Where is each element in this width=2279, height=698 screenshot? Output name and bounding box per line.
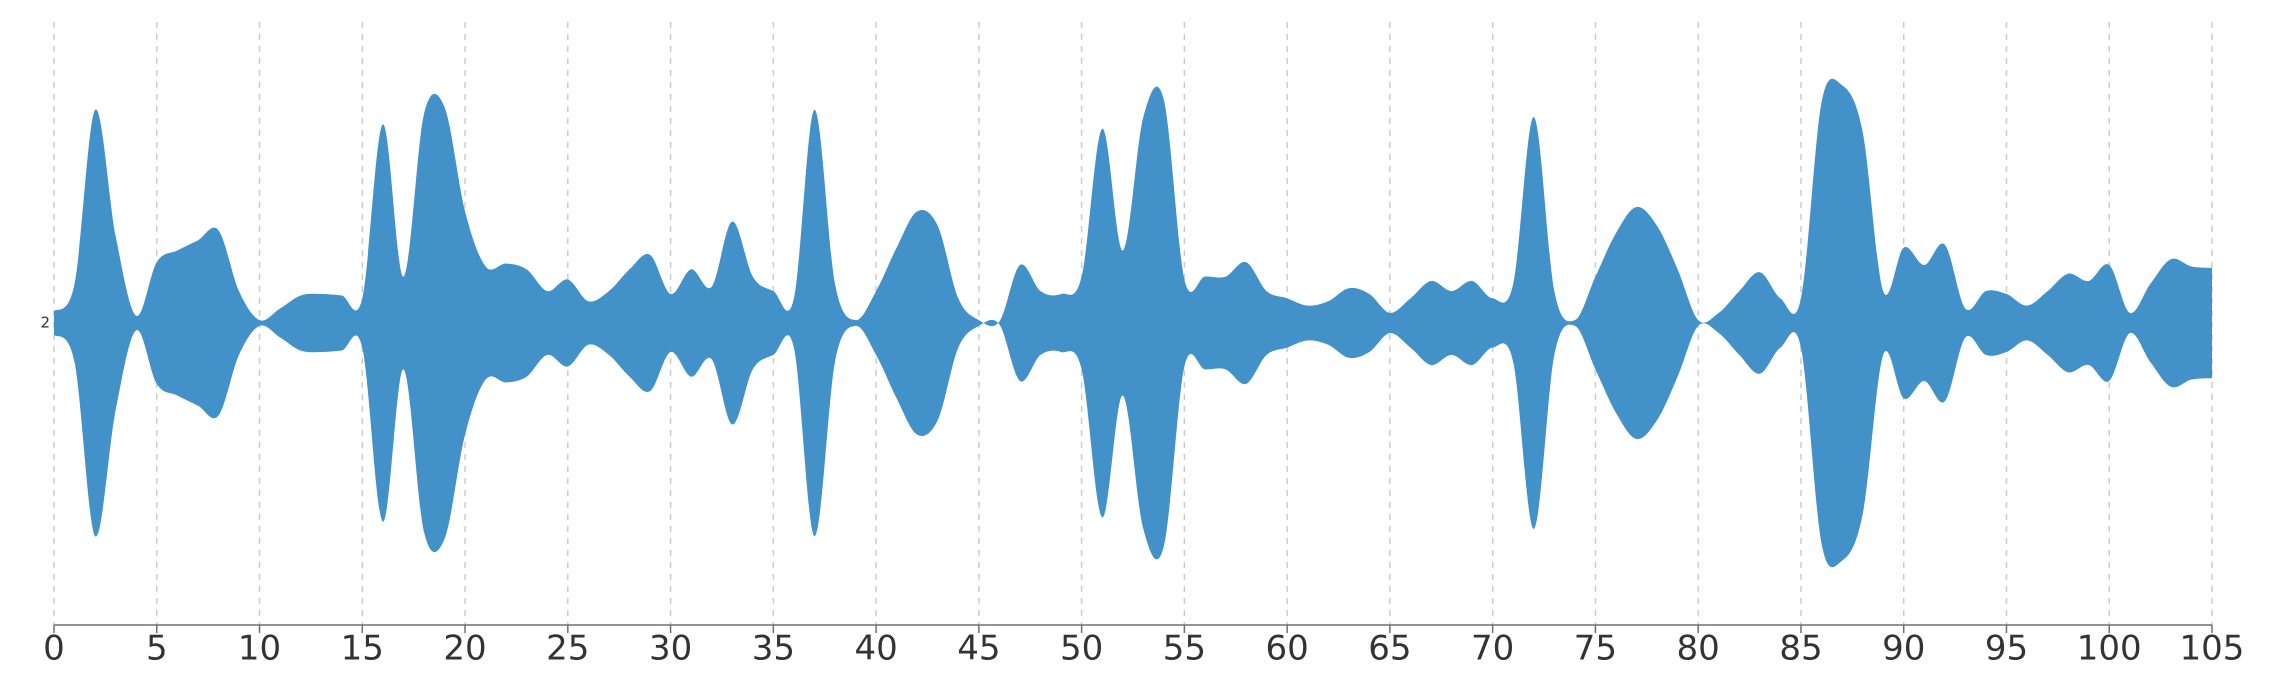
x-tick-label: 105 <box>2180 629 2245 669</box>
x-tick-label: 15 <box>341 629 384 669</box>
x-tick-label: 75 <box>1574 629 1617 669</box>
series-label: 2 <box>40 314 50 332</box>
x-tick-label: 0 <box>43 629 65 669</box>
x-tick-label: 100 <box>2077 629 2142 669</box>
x-tick-label: 40 <box>854 629 897 669</box>
x-tick-label: 50 <box>1060 629 1103 669</box>
x-tick-label: 70 <box>1471 629 1514 669</box>
x-tick-label: 25 <box>546 629 589 669</box>
x-tick-label: 5 <box>146 629 168 669</box>
x-tick-label: 10 <box>238 629 281 669</box>
x-tick-label: 35 <box>752 629 795 669</box>
x-tick-label: 60 <box>1266 629 1309 669</box>
x-tick-label: 30 <box>649 629 692 669</box>
x-tick-label: 80 <box>1677 629 1720 669</box>
x-tick-label: 95 <box>1985 629 2028 669</box>
x-tick-label: 55 <box>1163 629 1206 669</box>
x-tick-label: 85 <box>1779 629 1822 669</box>
stream <box>54 78 2212 568</box>
x-tick-label: 20 <box>443 629 486 669</box>
x-tick-label: 45 <box>957 629 1000 669</box>
x-tick-label: 90 <box>1882 629 1925 669</box>
x-tick-label: 65 <box>1368 629 1411 669</box>
